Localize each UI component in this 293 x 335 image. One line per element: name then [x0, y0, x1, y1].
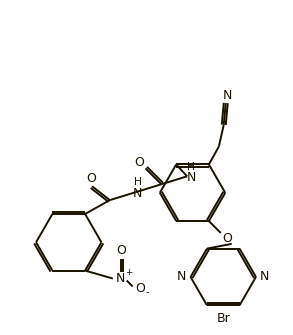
Text: H: H [187, 162, 195, 173]
Text: O: O [134, 156, 144, 169]
Text: H: H [134, 177, 142, 187]
Text: O: O [222, 232, 232, 246]
Text: O: O [116, 244, 126, 257]
Text: N: N [186, 171, 196, 184]
Text: O: O [86, 172, 96, 185]
Text: N: N [133, 187, 142, 200]
Text: -: - [146, 287, 149, 297]
Text: O: O [136, 282, 146, 295]
Text: N: N [260, 270, 270, 283]
Text: N: N [223, 89, 232, 102]
Text: N: N [116, 272, 125, 285]
Text: Br: Br [217, 312, 230, 325]
Text: N: N [177, 270, 186, 283]
Text: +: + [125, 268, 132, 277]
